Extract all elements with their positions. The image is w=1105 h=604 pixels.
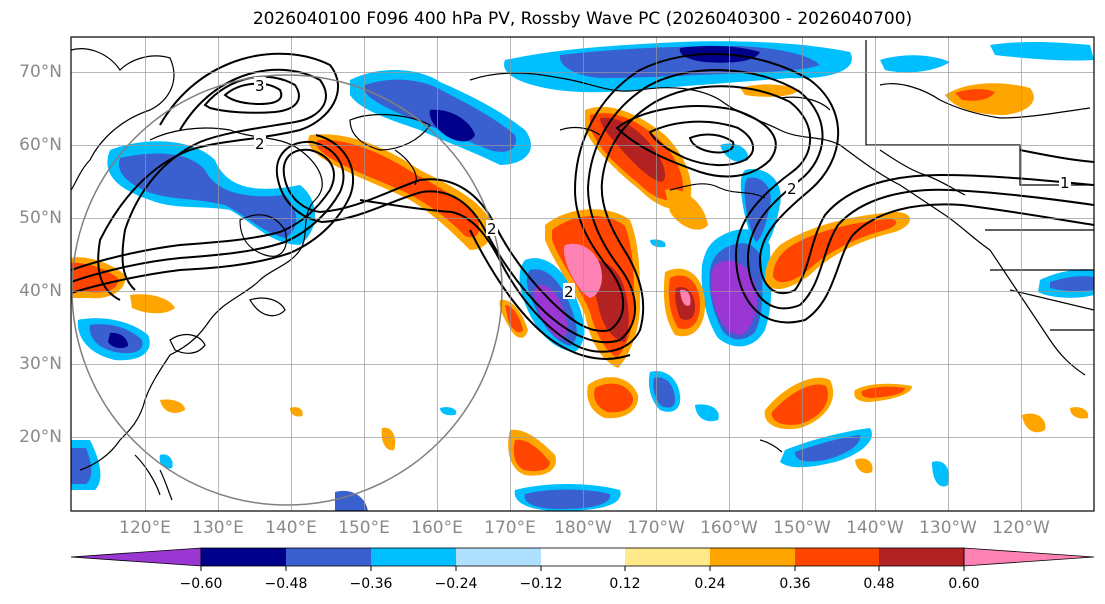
colorbar xyxy=(70,547,1095,571)
contour-label: 2 xyxy=(564,283,574,301)
contour-label: 2 xyxy=(787,180,797,198)
colorbar-extend-max xyxy=(963,547,1095,567)
colorbar-tick-label: −0.60 xyxy=(179,576,223,592)
lon-label-160e: 160°E xyxy=(411,518,463,538)
colorbar-tick-label: 0.60 xyxy=(948,576,980,592)
lon-label-130e: 130°E xyxy=(192,518,244,538)
lon-label-130w: 130°W xyxy=(919,518,977,538)
colorbar-tick-label: −0.24 xyxy=(434,576,478,592)
colorbar-tick-label: 0.12 xyxy=(609,576,641,592)
lon-label-140w: 140°W xyxy=(846,518,904,538)
range-ring xyxy=(71,74,503,506)
colorbar-bin xyxy=(286,548,371,566)
map-title: 2026040100 F096 400 hPa PV, Rossby Wave … xyxy=(252,9,913,29)
lon-label-170e: 170°E xyxy=(484,518,536,538)
colorbar-tick-label: 0.36 xyxy=(779,576,811,592)
contour-label: 3 xyxy=(255,77,265,95)
lat-label-60n: 60°N xyxy=(19,135,62,155)
lon-label-120w: 120°W xyxy=(992,518,1050,538)
contour-label: 2 xyxy=(255,135,265,153)
colorbar-tick-label: −0.48 xyxy=(264,576,308,592)
colorbar-tick-label: −0.36 xyxy=(349,576,393,592)
colorbar-tick-label: 0.48 xyxy=(863,576,895,592)
lon-label-150w: 150°W xyxy=(773,518,831,538)
colorbar-bin xyxy=(879,548,964,566)
lat-label-70n: 70°N xyxy=(19,62,62,82)
lon-label-170w: 170°W xyxy=(627,518,685,538)
contour-label: 2 xyxy=(487,220,497,238)
graticule xyxy=(71,37,1094,511)
colorbar-bin xyxy=(371,548,456,566)
pos-anomaly-core xyxy=(563,243,602,298)
lat-label-50n: 50°N xyxy=(19,208,62,228)
colorbar-bin xyxy=(710,548,795,566)
neg-anomaly-canada xyxy=(880,55,950,73)
map-frame xyxy=(70,36,1095,512)
colorbar-tick-label: −0.12 xyxy=(519,576,563,592)
colorbar-bin xyxy=(201,548,286,566)
lat-label-40n: 40°N xyxy=(19,281,62,301)
colorbar-tick-label: 0.24 xyxy=(694,576,726,592)
lon-label-160w: 160°W xyxy=(700,518,758,538)
contour-labels: 3 2 2 2 1 2 xyxy=(254,77,1071,301)
colorbar-bin xyxy=(625,548,710,566)
lat-label-30n: 30°N xyxy=(19,354,62,374)
colorbar-bin xyxy=(541,548,625,566)
lon-label-150e: 150°E xyxy=(338,518,390,538)
lon-label-140e: 140°E xyxy=(265,518,317,538)
lat-label-20n: 20°N xyxy=(19,427,62,447)
colorbar-bin xyxy=(456,548,541,566)
colorbar-extend-min xyxy=(70,547,202,567)
contours xyxy=(71,52,1094,360)
colorbar-bin xyxy=(795,548,879,566)
contour-label: 1 xyxy=(1060,174,1070,192)
lon-label-120e: 120°E xyxy=(119,518,171,538)
lon-label-180w: 180°W xyxy=(554,518,612,538)
